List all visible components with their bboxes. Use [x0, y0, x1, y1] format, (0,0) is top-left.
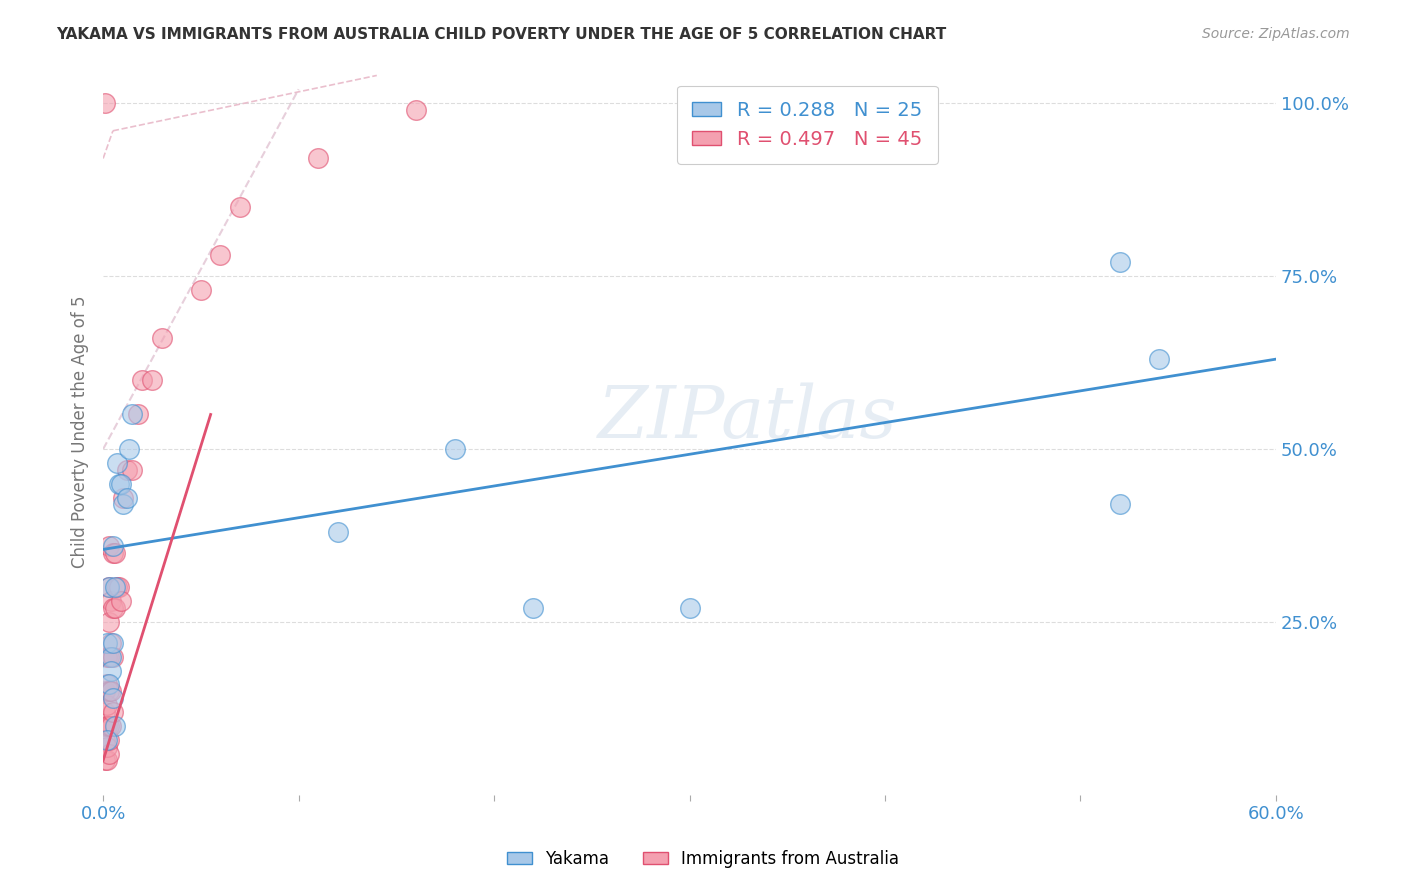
Point	[101, 649, 124, 664]
Point	[98, 581, 121, 595]
Point	[1108, 255, 1130, 269]
Point	[1108, 498, 1130, 512]
Point	[96, 677, 118, 691]
Point	[94, 684, 117, 698]
Point	[96, 719, 118, 733]
Point	[98, 615, 121, 629]
Legend: R = 0.288   N = 25, R = 0.497   N = 45: R = 0.288 N = 25, R = 0.497 N = 45	[676, 86, 938, 164]
Point	[98, 747, 121, 761]
Text: ZIPatlas: ZIPatlas	[599, 382, 898, 452]
Point	[98, 677, 121, 691]
Legend: Yakama, Immigrants from Australia: Yakama, Immigrants from Australia	[501, 844, 905, 875]
Point	[104, 601, 127, 615]
Point	[96, 732, 118, 747]
Point	[96, 698, 118, 712]
Point	[100, 636, 122, 650]
Point	[107, 581, 129, 595]
Point	[98, 539, 121, 553]
Point	[101, 636, 124, 650]
Point	[209, 248, 232, 262]
Point	[101, 539, 124, 553]
Point	[98, 581, 121, 595]
Point	[96, 636, 118, 650]
Point	[101, 705, 124, 719]
Point	[111, 498, 134, 512]
Point	[105, 581, 128, 595]
Point	[150, 331, 173, 345]
Point	[107, 476, 129, 491]
Point	[115, 463, 138, 477]
Y-axis label: Child Poverty Under the Age of 5: Child Poverty Under the Age of 5	[72, 295, 89, 568]
Point	[100, 594, 122, 608]
Point	[94, 754, 117, 768]
Point	[444, 442, 467, 456]
Point	[100, 719, 122, 733]
Point	[94, 719, 117, 733]
Point	[1147, 352, 1170, 367]
Point	[98, 684, 121, 698]
Point	[121, 408, 143, 422]
Point	[104, 581, 127, 595]
Point	[98, 719, 121, 733]
Text: YAKAMA VS IMMIGRANTS FROM AUSTRALIA CHILD POVERTY UNDER THE AGE OF 5 CORRELATION: YAKAMA VS IMMIGRANTS FROM AUSTRALIA CHIL…	[56, 27, 946, 42]
Point	[405, 103, 427, 117]
Point	[678, 601, 700, 615]
Point	[104, 719, 127, 733]
Point	[94, 96, 117, 111]
Point	[94, 732, 117, 747]
Point	[100, 664, 122, 678]
Point	[229, 200, 252, 214]
Point	[96, 649, 118, 664]
Point	[94, 705, 117, 719]
Point	[101, 691, 124, 706]
Point	[100, 684, 122, 698]
Point	[110, 476, 132, 491]
Point	[101, 601, 124, 615]
Point	[121, 463, 143, 477]
Point	[141, 373, 163, 387]
Point	[127, 408, 149, 422]
Point	[100, 649, 122, 664]
Point	[98, 649, 121, 664]
Point	[101, 546, 124, 560]
Point	[522, 601, 544, 615]
Point	[326, 525, 349, 540]
Point	[110, 594, 132, 608]
Point	[98, 732, 121, 747]
Point	[111, 491, 134, 505]
Point	[96, 754, 118, 768]
Point	[131, 373, 153, 387]
Point	[117, 442, 139, 456]
Point	[115, 491, 138, 505]
Point	[104, 546, 127, 560]
Point	[96, 739, 118, 754]
Text: Source: ZipAtlas.com: Source: ZipAtlas.com	[1202, 27, 1350, 41]
Point	[105, 456, 128, 470]
Point	[307, 152, 329, 166]
Point	[190, 283, 212, 297]
